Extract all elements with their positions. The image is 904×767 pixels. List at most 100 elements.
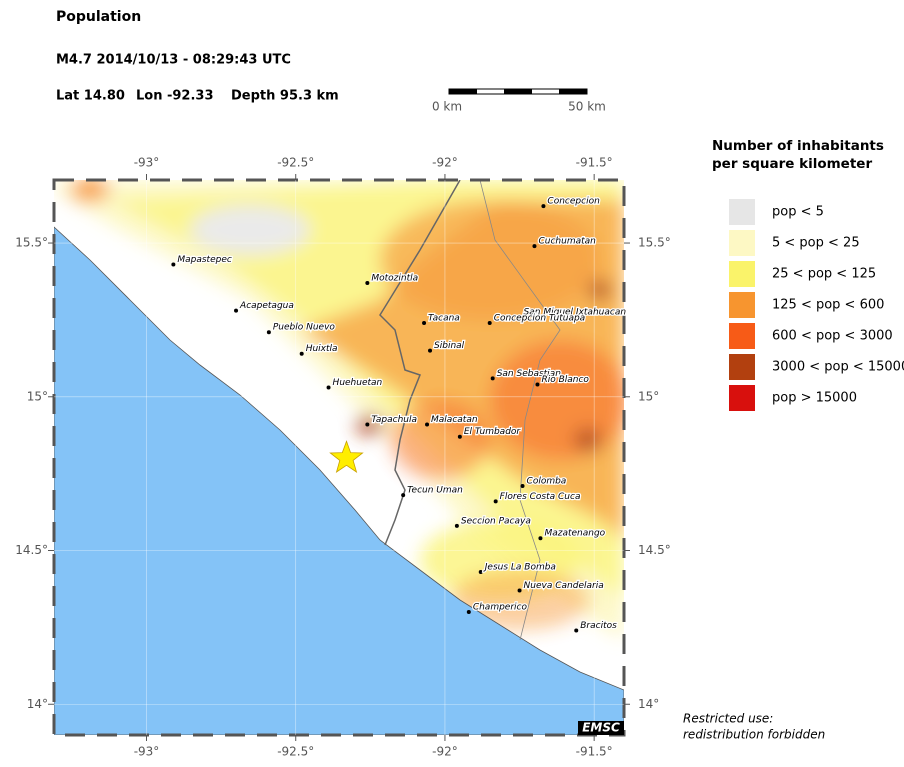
city-dot (326, 385, 331, 390)
city-label: Malacatan (431, 415, 478, 425)
y-tick-label: 14.5° (638, 543, 671, 557)
y-tick-label: 15.5° (15, 236, 48, 250)
legend-swatch (729, 261, 755, 287)
x-tick-label: -93° (134, 156, 160, 170)
city-label: San Sebastian (497, 369, 562, 379)
lat: Lat 14.80 (56, 89, 125, 104)
city-dot (490, 376, 495, 381)
city-dot (425, 422, 430, 427)
y-tick-label: 15° (638, 389, 659, 403)
city-label: Sibinal (434, 341, 465, 351)
city-dot (517, 314, 522, 319)
city-dot (541, 204, 546, 209)
city-label: Cuchumatan (538, 237, 596, 247)
legend-label: 125 < pop < 600 (772, 298, 884, 313)
city-label: Acapetagua (239, 301, 294, 311)
legend-label: pop > 15000 (772, 391, 857, 406)
city-dot (532, 244, 537, 249)
city-label: Motozintla (371, 274, 418, 284)
city-label: Huehuetan (333, 378, 383, 388)
city-dot (171, 262, 176, 267)
city-label: Tapachula (371, 415, 417, 425)
badge-bg (578, 721, 624, 735)
city-dot (365, 422, 370, 427)
x-tick-label: -92.5° (277, 156, 314, 170)
badge: EMSC (582, 721, 620, 735)
legend-label: 3000 < pop < 15000 (772, 360, 904, 375)
legend-title: Number of inhabitants (712, 138, 884, 154)
city-dot (535, 382, 540, 387)
city-label: Pueblo Nuevo (273, 323, 336, 333)
scale-bar (448, 88, 588, 95)
legend-label: 25 < pop < 125 (772, 267, 876, 282)
depth: Depth 95.3 km (231, 89, 339, 104)
city-dot (538, 536, 543, 541)
city-dot (401, 493, 406, 498)
city-label: Nueva Candelaria (524, 581, 604, 591)
event: M4.7 2014/10/13 - 08:29:43 UTC (56, 53, 291, 68)
city-label: Flores Costa Cuca (500, 492, 581, 502)
city-label: Concepcion Tutuapa (494, 313, 585, 323)
city-label: Tecun Uman (407, 486, 463, 496)
legend-swatch (729, 385, 755, 411)
city-dot (478, 570, 483, 575)
city-label: Bracitos (580, 621, 617, 631)
y-tick-label: 15.5° (638, 236, 671, 250)
city-label: Rio Blanco (541, 375, 589, 385)
city-dot (457, 434, 462, 439)
x-tick-label: -92° (432, 745, 458, 759)
x-tick-label: -91.5° (576, 745, 613, 759)
city-label: Champerico (473, 603, 528, 613)
city-label: Concepcion (547, 197, 600, 207)
map-frame (52, 178, 626, 737)
city-dot (266, 330, 271, 335)
city-dot (517, 588, 522, 593)
x-tick-label: -93° (134, 745, 160, 759)
city-label: Colomba (527, 476, 567, 486)
city-dot (493, 499, 498, 504)
legend-swatch (729, 292, 755, 318)
y-tick-label: 14° (638, 697, 659, 711)
city-label: Seccion Pacaya (461, 516, 531, 526)
y-tick-label: 15° (27, 389, 48, 403)
legend-label: 5 < pop < 25 (772, 236, 860, 251)
city-dot (487, 320, 492, 325)
footer: Restricted use: (683, 712, 773, 726)
legend-label: 600 < pop < 3000 (772, 329, 893, 344)
x-tick-label: -92.5° (277, 745, 314, 759)
title: Population (56, 9, 141, 25)
city-dot (466, 610, 471, 615)
footer: redistribution forbidden (683, 728, 825, 742)
legend-swatch (729, 354, 755, 380)
city-dot (299, 351, 304, 356)
city-dot (574, 628, 579, 633)
ocean (54, 226, 624, 735)
epicenter (329, 440, 364, 473)
city-dot (520, 483, 525, 488)
city-label: Tacana (428, 313, 460, 323)
city-dot (422, 320, 427, 325)
city-label: Huixtla (306, 344, 338, 354)
legend-title: per square kilometer (712, 156, 872, 172)
city-dot (234, 308, 239, 313)
map-overlay: -93° -93° -92.5° -92.5° -92° -92° -91.5° -91.5°… (15, 156, 670, 759)
lon: Lon -92.33 (136, 89, 214, 104)
scale-end: 50 km (568, 100, 606, 114)
x-tick-label: -91.5° (576, 156, 613, 170)
legend-label: pop < 5 (772, 205, 824, 220)
city-dot (454, 523, 459, 528)
legend-swatch (729, 323, 755, 349)
city-dot (365, 281, 370, 286)
city-label: Mapastepec (177, 255, 232, 265)
legend-swatch (729, 230, 755, 256)
border (479, 180, 561, 641)
city-label: San Miguel Ixtahuacan (524, 307, 627, 317)
scale-start: 0 km (432, 100, 462, 114)
legend-swatch (729, 199, 755, 225)
y-tick-label: 14.5° (15, 543, 48, 557)
city-label: El Tumbador (464, 427, 522, 437)
city-label: Mazatenango (544, 529, 605, 539)
y-tick-label: 14° (27, 697, 48, 711)
city-label: Jesus La Bomba (483, 563, 556, 573)
